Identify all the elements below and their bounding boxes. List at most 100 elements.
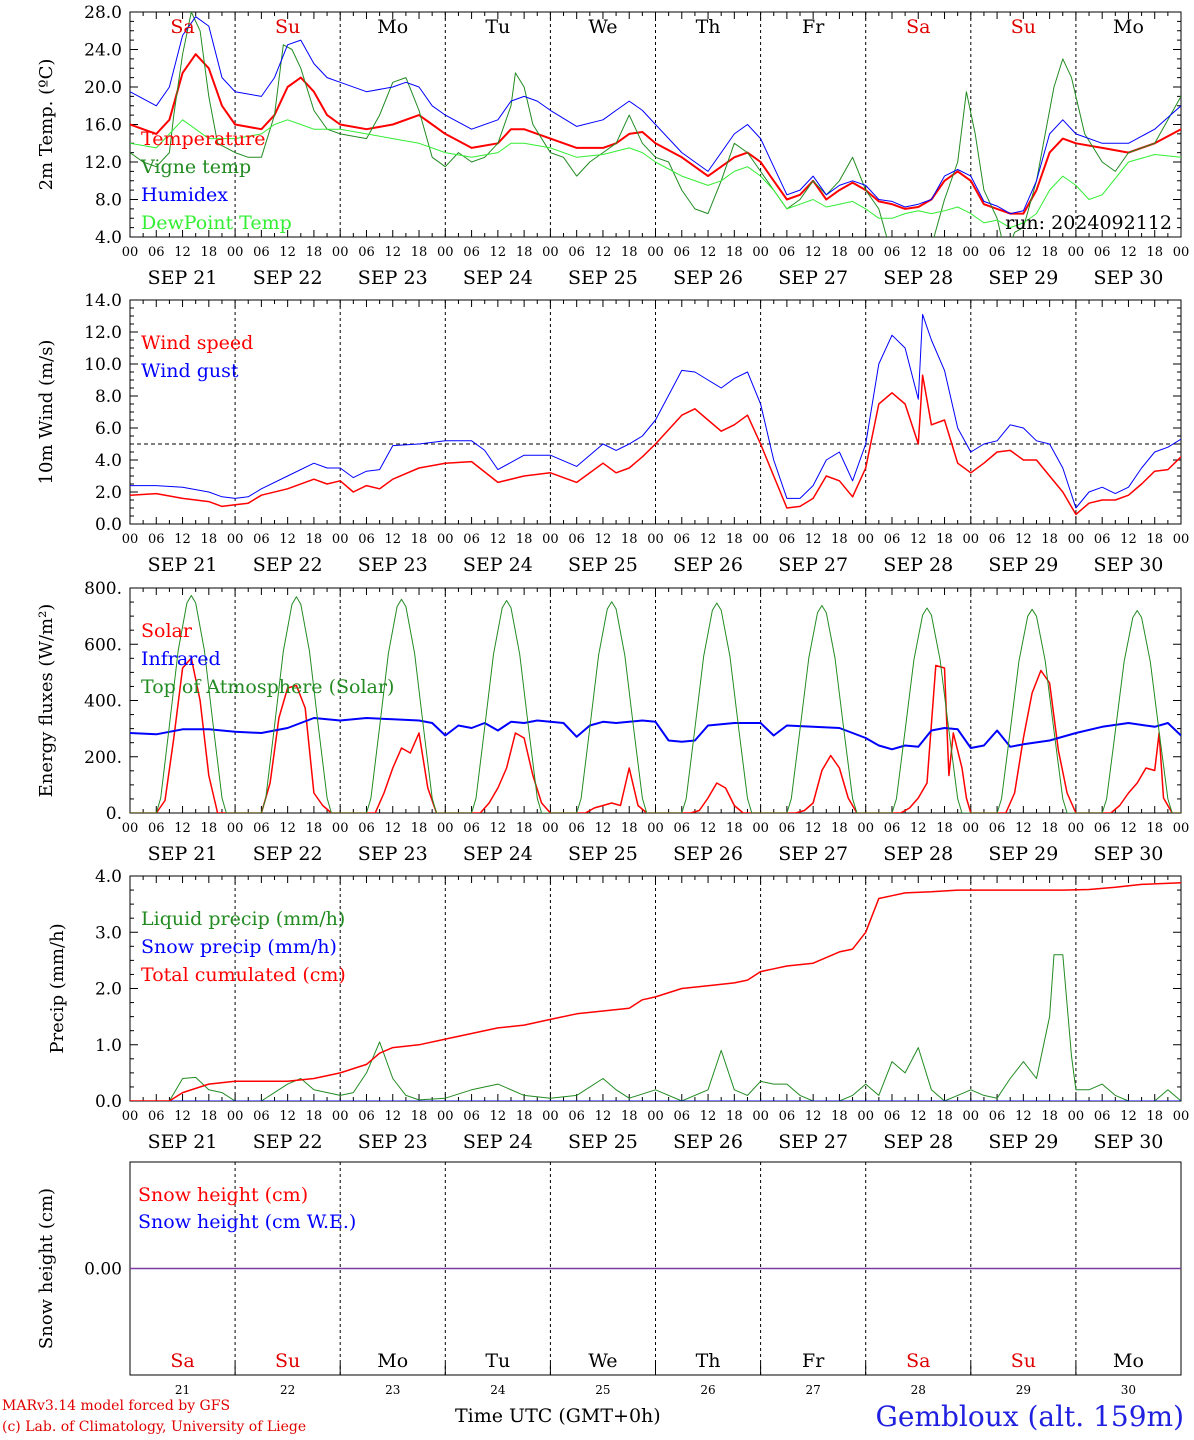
hour-tick-label: 06 [779,532,796,547]
hour-tick-label: 18 [621,245,638,260]
y-axis-label: Precip (mm/h) [47,923,68,1053]
hour-tick-label: 18 [411,532,428,547]
lab-credit: (c) Lab. of Climatology, University of L… [2,1419,307,1435]
model-credit: MARv3.14 model forced by GFS [2,1398,231,1414]
hour-tick-label: 18 [201,532,218,547]
hour-tick-label: 12 [490,245,507,260]
date-label: SEP 29 [988,267,1058,289]
hour-tick-label: 12 [174,245,191,260]
hour-tick-label: 18 [1041,821,1058,836]
hour-tick-label: 00 [332,245,349,260]
hour-tick-label: 00 [752,821,769,836]
hour-tick-label: 06 [148,245,165,260]
hour-tick-label: 18 [411,245,428,260]
hour-tick-label: 18 [936,245,953,260]
hour-tick-label: 00 [647,245,664,260]
y-axis-label: 10m Wind (m/s) [36,340,57,485]
hour-tick-label: 00 [227,532,244,547]
y-tick-label: 10.0 [84,355,122,375]
day-label: Su [1011,1350,1036,1372]
hour-tick-label: 18 [831,532,848,547]
hour-tick-label: 12 [490,532,507,547]
hour-tick-label: 06 [1094,532,1111,547]
hour-tick-label: 00 [752,245,769,260]
series-line-vigne-temp [130,12,1181,237]
hour-tick-label: 12 [700,532,717,547]
day-label: Su [275,1350,300,1372]
hour-tick-label: 00 [963,1109,980,1124]
hour-tick-label: 00 [332,821,349,836]
day-label: Su [275,16,300,38]
date-label: SEP 24 [463,554,533,576]
date-label: SEP 25 [568,554,638,576]
series-line-wind-gust [130,313,1181,509]
date-label: SEP 27 [778,554,848,576]
hour-tick-label: 00 [963,245,980,260]
hour-tick-label: 18 [936,1109,953,1124]
y-tick-label: 400. [84,692,122,712]
date-label: SEP 24 [463,1131,533,1153]
hour-tick-label: 00 [542,532,559,547]
y-tick-label: 24.0 [84,41,122,61]
hour-tick-label: 18 [1041,1109,1058,1124]
hour-tick-label: 18 [306,1109,323,1124]
hour-tick-label: 18 [1146,821,1163,836]
day-label: Mo [1113,16,1144,38]
legend-entry: Wind gust [141,360,239,382]
date-label: SEP 27 [778,267,848,289]
hour-tick-label: 06 [989,532,1006,547]
hour-tick-label: 12 [490,821,507,836]
plot-frame [129,299,1182,525]
hour-tick-label: 00 [227,821,244,836]
hour-tick-label: 00 [857,1109,874,1124]
hour-tick-label: 06 [779,821,796,836]
date-label: SEP 25 [568,1131,638,1153]
hour-tick-label: 18 [1146,532,1163,547]
hour-tick-label: 12 [279,821,296,836]
date-label: SEP 22 [253,267,323,289]
date-label: SEP 30 [1094,1131,1164,1153]
y-tick-label: 20.0 [84,78,122,98]
hour-tick-label: 12 [595,1109,612,1124]
plot-frame [129,587,1182,814]
hour-tick-label: 06 [884,1109,901,1124]
hour-tick-label: 06 [884,532,901,547]
hour-tick-label: 18 [411,1109,428,1124]
hour-tick-label: 12 [1015,1109,1032,1124]
hour-tick-label: 12 [595,821,612,836]
hour-tick-label: 12 [805,245,822,260]
hour-tick-label: 12 [279,245,296,260]
hour-tick-label: 12 [910,1109,927,1124]
day-label: Fr [802,16,825,38]
hour-tick-label: 06 [674,532,691,547]
day-number-label: 24 [490,1383,506,1397]
hour-tick-label: 00 [963,821,980,836]
hour-tick-label: 12 [700,245,717,260]
hour-tick-label: 06 [463,1109,480,1124]
hour-tick-label: 18 [516,821,533,836]
legend-entry: Snow precip (mm/h) [141,936,337,958]
date-label: SEP 26 [673,267,743,289]
y-tick-label: 0. [106,804,122,824]
run-label: run: 2024092112 [1005,212,1172,234]
hour-tick-label: 06 [779,1109,796,1124]
hour-tick-label: 06 [1094,821,1111,836]
hour-tick-label: 06 [568,821,585,836]
hour-tick-label: 00 [122,821,139,836]
hour-tick-label: 12 [805,532,822,547]
hour-tick-label: 18 [621,1109,638,1124]
hour-tick-label: 18 [201,821,218,836]
day-number-label: 30 [1121,1383,1136,1397]
hour-tick-label: 12 [279,532,296,547]
day-number-label: 25 [595,1383,610,1397]
hour-tick-label: 18 [201,1109,218,1124]
day-label: Su [1011,16,1036,38]
y-axis-label: Snow height (cm) [36,1188,57,1349]
hour-tick-label: 06 [253,821,270,836]
hour-tick-label: 06 [779,245,796,260]
panel-3 [129,587,1182,814]
hour-tick-label: 12 [384,821,401,836]
date-label: SEP 21 [148,843,218,865]
y-tick-label: 0.00 [84,1260,122,1280]
hour-tick-label: 12 [1120,1109,1137,1124]
